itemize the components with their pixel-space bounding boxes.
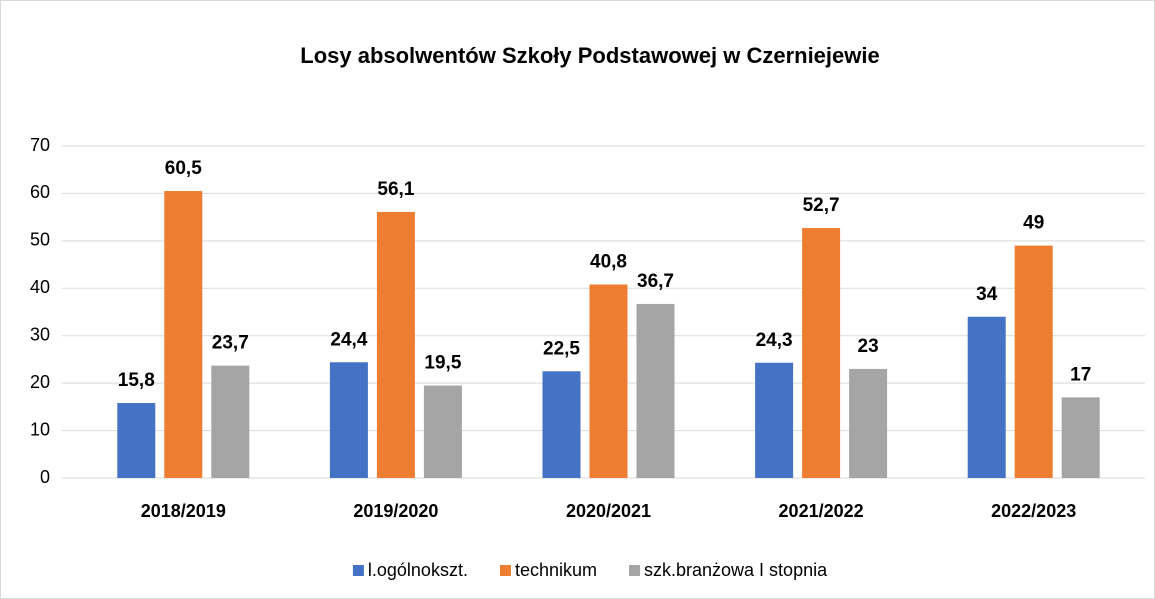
data-label: 19,5 <box>424 353 461 374</box>
x-tick-label: 2019/2020 <box>353 501 438 521</box>
legend-label: szk.branżowa I stopnia <box>644 560 828 580</box>
data-label: 40,8 <box>590 252 627 273</box>
data-label: 60,5 <box>165 158 202 179</box>
bar <box>849 368 888 478</box>
data-label: 15,8 <box>118 370 155 391</box>
data-label: 36,7 <box>637 271 674 292</box>
bar <box>589 284 628 478</box>
y-tick-label: 30 <box>30 324 50 344</box>
bar <box>636 303 675 478</box>
y-tick-label: 40 <box>30 277 50 297</box>
bar <box>211 365 250 478</box>
bar <box>423 385 462 478</box>
x-tick-label: 2022/2023 <box>991 501 1076 521</box>
x-tick-label: 2021/2022 <box>779 501 864 521</box>
legend-label: technikum <box>515 560 597 580</box>
bar <box>117 403 156 478</box>
data-label: 49 <box>1023 213 1044 234</box>
x-tick-label: 2018/2019 <box>141 501 226 521</box>
y-tick-label: 70 <box>30 135 50 155</box>
data-label: 56,1 <box>377 179 414 200</box>
data-label: 23 <box>858 336 879 357</box>
bar <box>329 362 368 478</box>
y-tick-label: 60 <box>30 182 50 202</box>
data-label: 17 <box>1070 364 1091 385</box>
bar <box>755 362 794 478</box>
bar <box>376 211 415 478</box>
y-tick-label: 0 <box>40 467 50 487</box>
bar <box>967 316 1006 478</box>
chart-title: Losy absolwentów Szkoły Podstawowej w Cz… <box>300 43 879 68</box>
y-tick-label: 50 <box>30 230 50 250</box>
y-tick-label: 20 <box>30 372 50 392</box>
data-label: 52,7 <box>803 195 840 216</box>
bar <box>542 371 581 478</box>
data-label: 23,7 <box>212 333 249 354</box>
bar <box>164 191 203 479</box>
legend-swatch <box>352 565 364 576</box>
legend-swatch <box>629 565 641 576</box>
bar <box>802 228 841 478</box>
y-tick-label: 10 <box>30 419 50 439</box>
data-label: 34 <box>976 284 998 305</box>
legend-swatch <box>499 565 511 576</box>
data-label: 22,5 <box>543 338 580 359</box>
bar <box>1014 245 1053 478</box>
x-tick-label: 2020/2021 <box>566 501 651 521</box>
data-label: 24,4 <box>330 329 367 350</box>
data-label: 24,3 <box>756 330 793 351</box>
bar <box>1061 397 1100 478</box>
legend-label: l.ogólnokszt. <box>368 560 468 580</box>
